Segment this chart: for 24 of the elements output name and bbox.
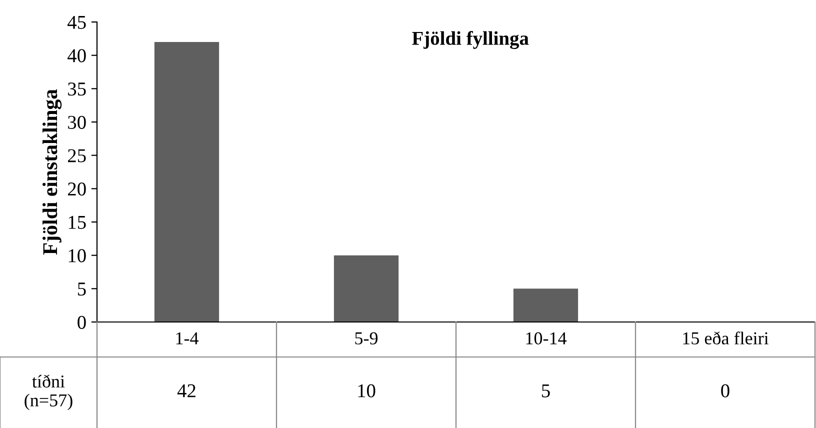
y-axis-title: Fjöldi einstaklinga [42,89,62,255]
data-label: 42 [177,384,196,398]
y-tick-label: 40 [68,49,86,62]
y-tick-label: 10 [68,249,86,262]
data-label: 0 [721,384,730,398]
y-tick-label: 30 [68,116,86,129]
y-tick-label: 20 [68,182,86,196]
chart-title: Fjöldi fyllinga [412,31,529,49]
data-label: 10 [358,384,376,398]
y-tick-label: 0 [78,316,86,329]
y-tick-label: 35 [68,82,86,96]
y-tick-label: 5 [78,282,86,296]
y-tick-label: 25 [68,149,86,162]
bar [154,42,220,322]
x-tick-label: 1-4 [176,332,198,344]
bar [513,288,578,322]
data-label: 5 [542,384,550,398]
x-tick-label: 10-14 [526,332,567,344]
x-tick-label: 5-9 [355,332,378,344]
x-tick-label: 15 eða fleiri [683,332,769,344]
text: tíðni (n=57) [24,374,72,410]
y-tick-label: 15 [68,216,86,229]
y-tick-label: 45 [68,16,86,29]
bar [334,255,399,322]
